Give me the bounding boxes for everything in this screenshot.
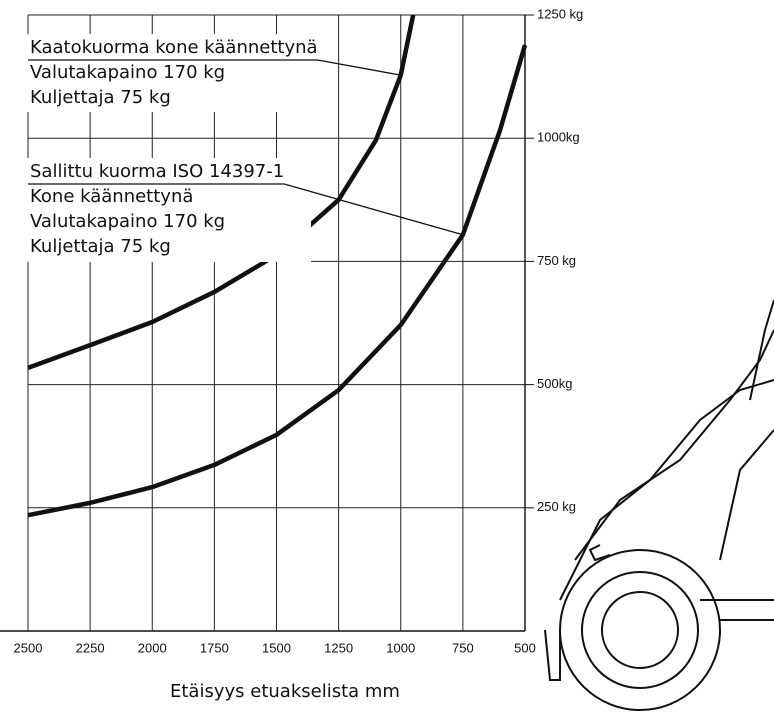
annotation: Valutakapaino 170 kg — [30, 211, 225, 232]
y-tick-label: 500kg — [537, 376, 572, 391]
annotation-bg — [26, 34, 311, 112]
leader-line — [28, 183, 464, 236]
x-tick-label: 1000 — [386, 640, 415, 655]
annotation-bg — [26, 158, 311, 262]
y-tick-label: 250 kg — [537, 499, 576, 514]
x-tick-label: 2500 — [14, 640, 43, 655]
x-tick-label: 2250 — [76, 640, 105, 655]
loader-illustration — [544, 299, 774, 711]
annotation: Kone käännettynä — [30, 186, 193, 207]
annotation: Kuljettaja 75 kg — [30, 87, 171, 108]
x-tick-label: 1250 — [324, 640, 353, 655]
x-axis-label: Etäisyys etuakselista mm — [170, 681, 400, 702]
annotation: Valutakapaino 170 kg — [30, 62, 225, 83]
legend-label: Sallittu kuorma ISO 14397-1 — [30, 161, 284, 182]
y-tick-label: 1000kg — [537, 130, 580, 145]
data-line — [27, 44, 528, 518]
x-tick-label: 2000 — [138, 640, 167, 655]
y-tick-label: 1250 kg — [537, 6, 583, 21]
y-tick-label: 750 kg — [537, 253, 576, 268]
x-tick-label: 1500 — [262, 640, 291, 655]
x-tick-label: 500 — [514, 640, 536, 655]
x-tick-label: 1750 — [200, 640, 229, 655]
x-tick-label: 750 — [452, 640, 474, 655]
leader-line — [28, 59, 401, 76]
annotation: Kuljettaja 75 kg — [30, 236, 171, 257]
legend-label: Kaatokuorma kone käännettynä — [30, 37, 318, 58]
